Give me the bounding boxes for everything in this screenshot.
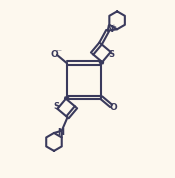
Text: S: S xyxy=(53,102,59,111)
Text: N: N xyxy=(107,25,114,34)
Text: N: N xyxy=(57,128,64,137)
Text: S: S xyxy=(108,49,115,59)
Text: O: O xyxy=(109,103,117,112)
Text: +: + xyxy=(111,24,117,30)
Text: O: O xyxy=(51,49,59,59)
Text: ·⁻: ·⁻ xyxy=(55,47,62,56)
